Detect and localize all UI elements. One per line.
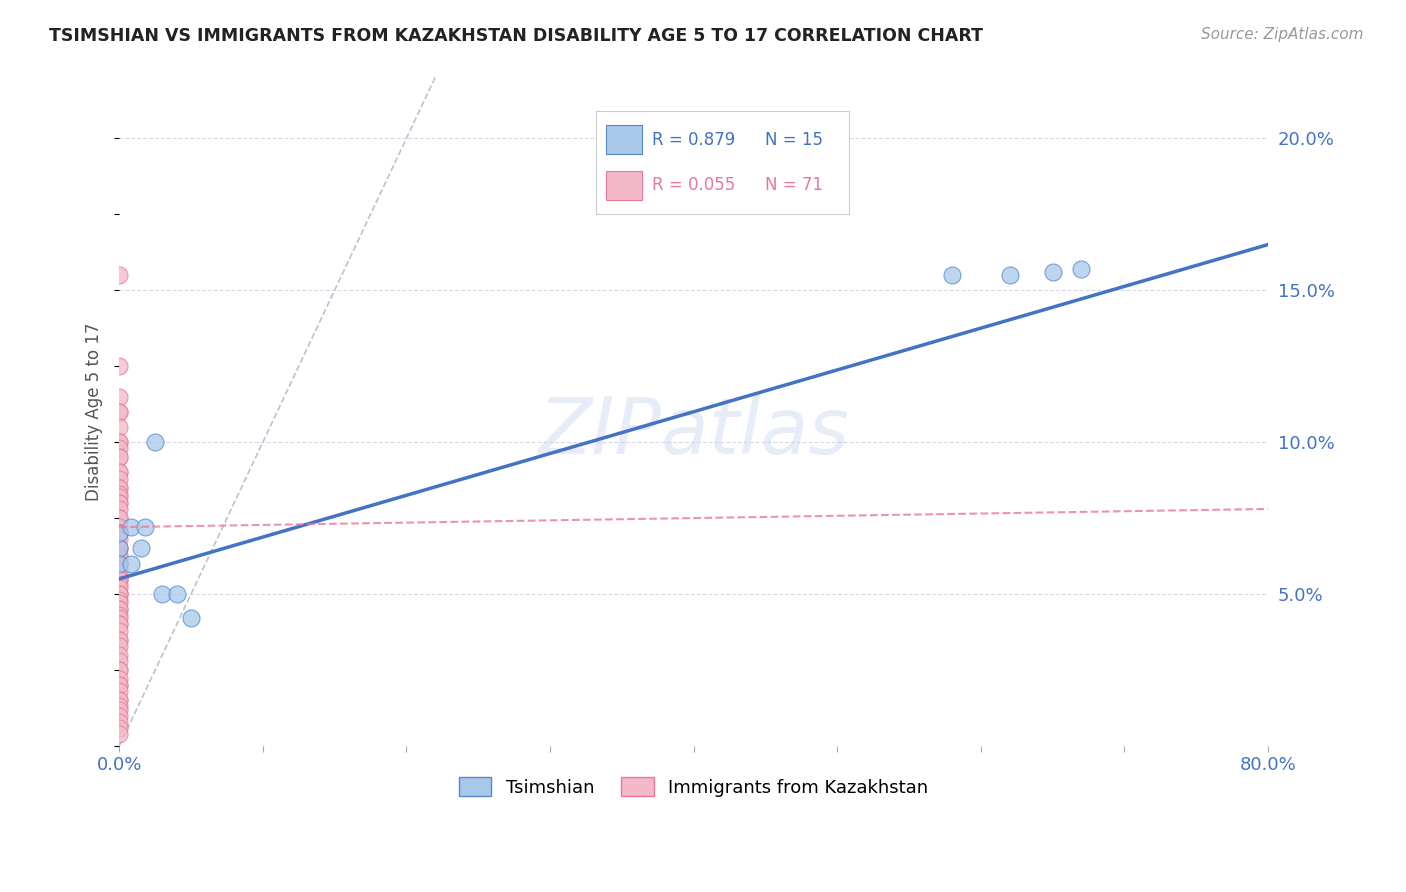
Point xyxy=(108,602,131,616)
Point xyxy=(108,663,131,677)
Point xyxy=(108,708,131,723)
Point xyxy=(108,721,131,735)
Point xyxy=(108,611,131,625)
Point xyxy=(108,533,131,547)
Point xyxy=(108,441,131,455)
Point xyxy=(180,611,202,625)
Point xyxy=(108,572,131,586)
Point xyxy=(108,572,131,586)
Point xyxy=(1042,265,1064,279)
Point xyxy=(108,405,131,419)
Point xyxy=(108,511,131,525)
Point xyxy=(166,587,188,601)
Point xyxy=(108,566,131,580)
Point xyxy=(108,563,131,577)
Point xyxy=(108,557,131,571)
Point xyxy=(108,557,131,571)
Point xyxy=(108,526,131,541)
Point xyxy=(108,490,131,504)
Point xyxy=(108,435,131,450)
Point xyxy=(108,654,131,668)
Point xyxy=(108,596,131,610)
Point xyxy=(108,390,131,404)
Point xyxy=(108,268,131,282)
Point xyxy=(108,520,131,534)
Point xyxy=(108,541,131,556)
Point xyxy=(108,359,131,373)
Point xyxy=(108,617,131,632)
Point xyxy=(108,578,131,592)
Point xyxy=(108,481,131,495)
Point xyxy=(108,602,131,616)
Point xyxy=(108,496,131,510)
Point xyxy=(108,678,131,692)
Point xyxy=(108,466,131,480)
Point xyxy=(108,405,131,419)
Point xyxy=(108,526,131,541)
Legend: Tsimshian, Immigrants from Kazakhstan: Tsimshian, Immigrants from Kazakhstan xyxy=(451,770,935,804)
Point xyxy=(108,466,131,480)
Point xyxy=(108,684,131,698)
Point xyxy=(108,663,131,677)
Point xyxy=(108,714,131,729)
Point xyxy=(108,699,131,714)
Point xyxy=(108,581,131,595)
Point xyxy=(108,593,131,607)
Point xyxy=(108,648,131,662)
Point xyxy=(941,268,963,282)
Point xyxy=(108,702,131,716)
Point xyxy=(108,496,131,510)
Point xyxy=(108,550,131,565)
Point xyxy=(108,557,131,571)
Point xyxy=(108,572,131,586)
Point xyxy=(120,557,142,571)
Point xyxy=(108,502,131,516)
Point xyxy=(108,727,131,741)
Point xyxy=(108,678,131,692)
Point xyxy=(108,587,131,601)
Point xyxy=(108,632,131,647)
Point xyxy=(134,520,156,534)
Point xyxy=(108,487,131,501)
Point xyxy=(108,639,131,653)
Point xyxy=(143,435,166,450)
Point xyxy=(108,624,131,638)
Point xyxy=(108,617,131,632)
Point xyxy=(108,587,131,601)
Point xyxy=(108,632,131,647)
Point xyxy=(108,587,131,601)
Point xyxy=(998,268,1021,282)
Point xyxy=(120,520,142,534)
Text: Source: ZipAtlas.com: Source: ZipAtlas.com xyxy=(1201,27,1364,42)
Point xyxy=(108,693,131,707)
Point xyxy=(108,481,131,495)
Point xyxy=(108,526,131,541)
Point xyxy=(108,608,131,623)
Point xyxy=(108,435,131,450)
Point xyxy=(108,672,131,686)
Point xyxy=(150,587,173,601)
Text: ZIPatlas: ZIPatlas xyxy=(538,393,849,470)
Point xyxy=(108,472,131,486)
Point xyxy=(108,541,131,556)
Point xyxy=(108,548,131,562)
Point xyxy=(1070,261,1092,276)
Point xyxy=(129,541,152,556)
Point xyxy=(108,450,131,465)
Point xyxy=(108,420,131,434)
Point xyxy=(108,541,131,556)
Point xyxy=(108,511,131,525)
Point xyxy=(108,693,131,707)
Y-axis label: Disability Age 5 to 17: Disability Age 5 to 17 xyxy=(86,323,103,501)
Point xyxy=(108,450,131,465)
Text: TSIMSHIAN VS IMMIGRANTS FROM KAZAKHSTAN DISABILITY AGE 5 TO 17 CORRELATION CHART: TSIMSHIAN VS IMMIGRANTS FROM KAZAKHSTAN … xyxy=(49,27,983,45)
